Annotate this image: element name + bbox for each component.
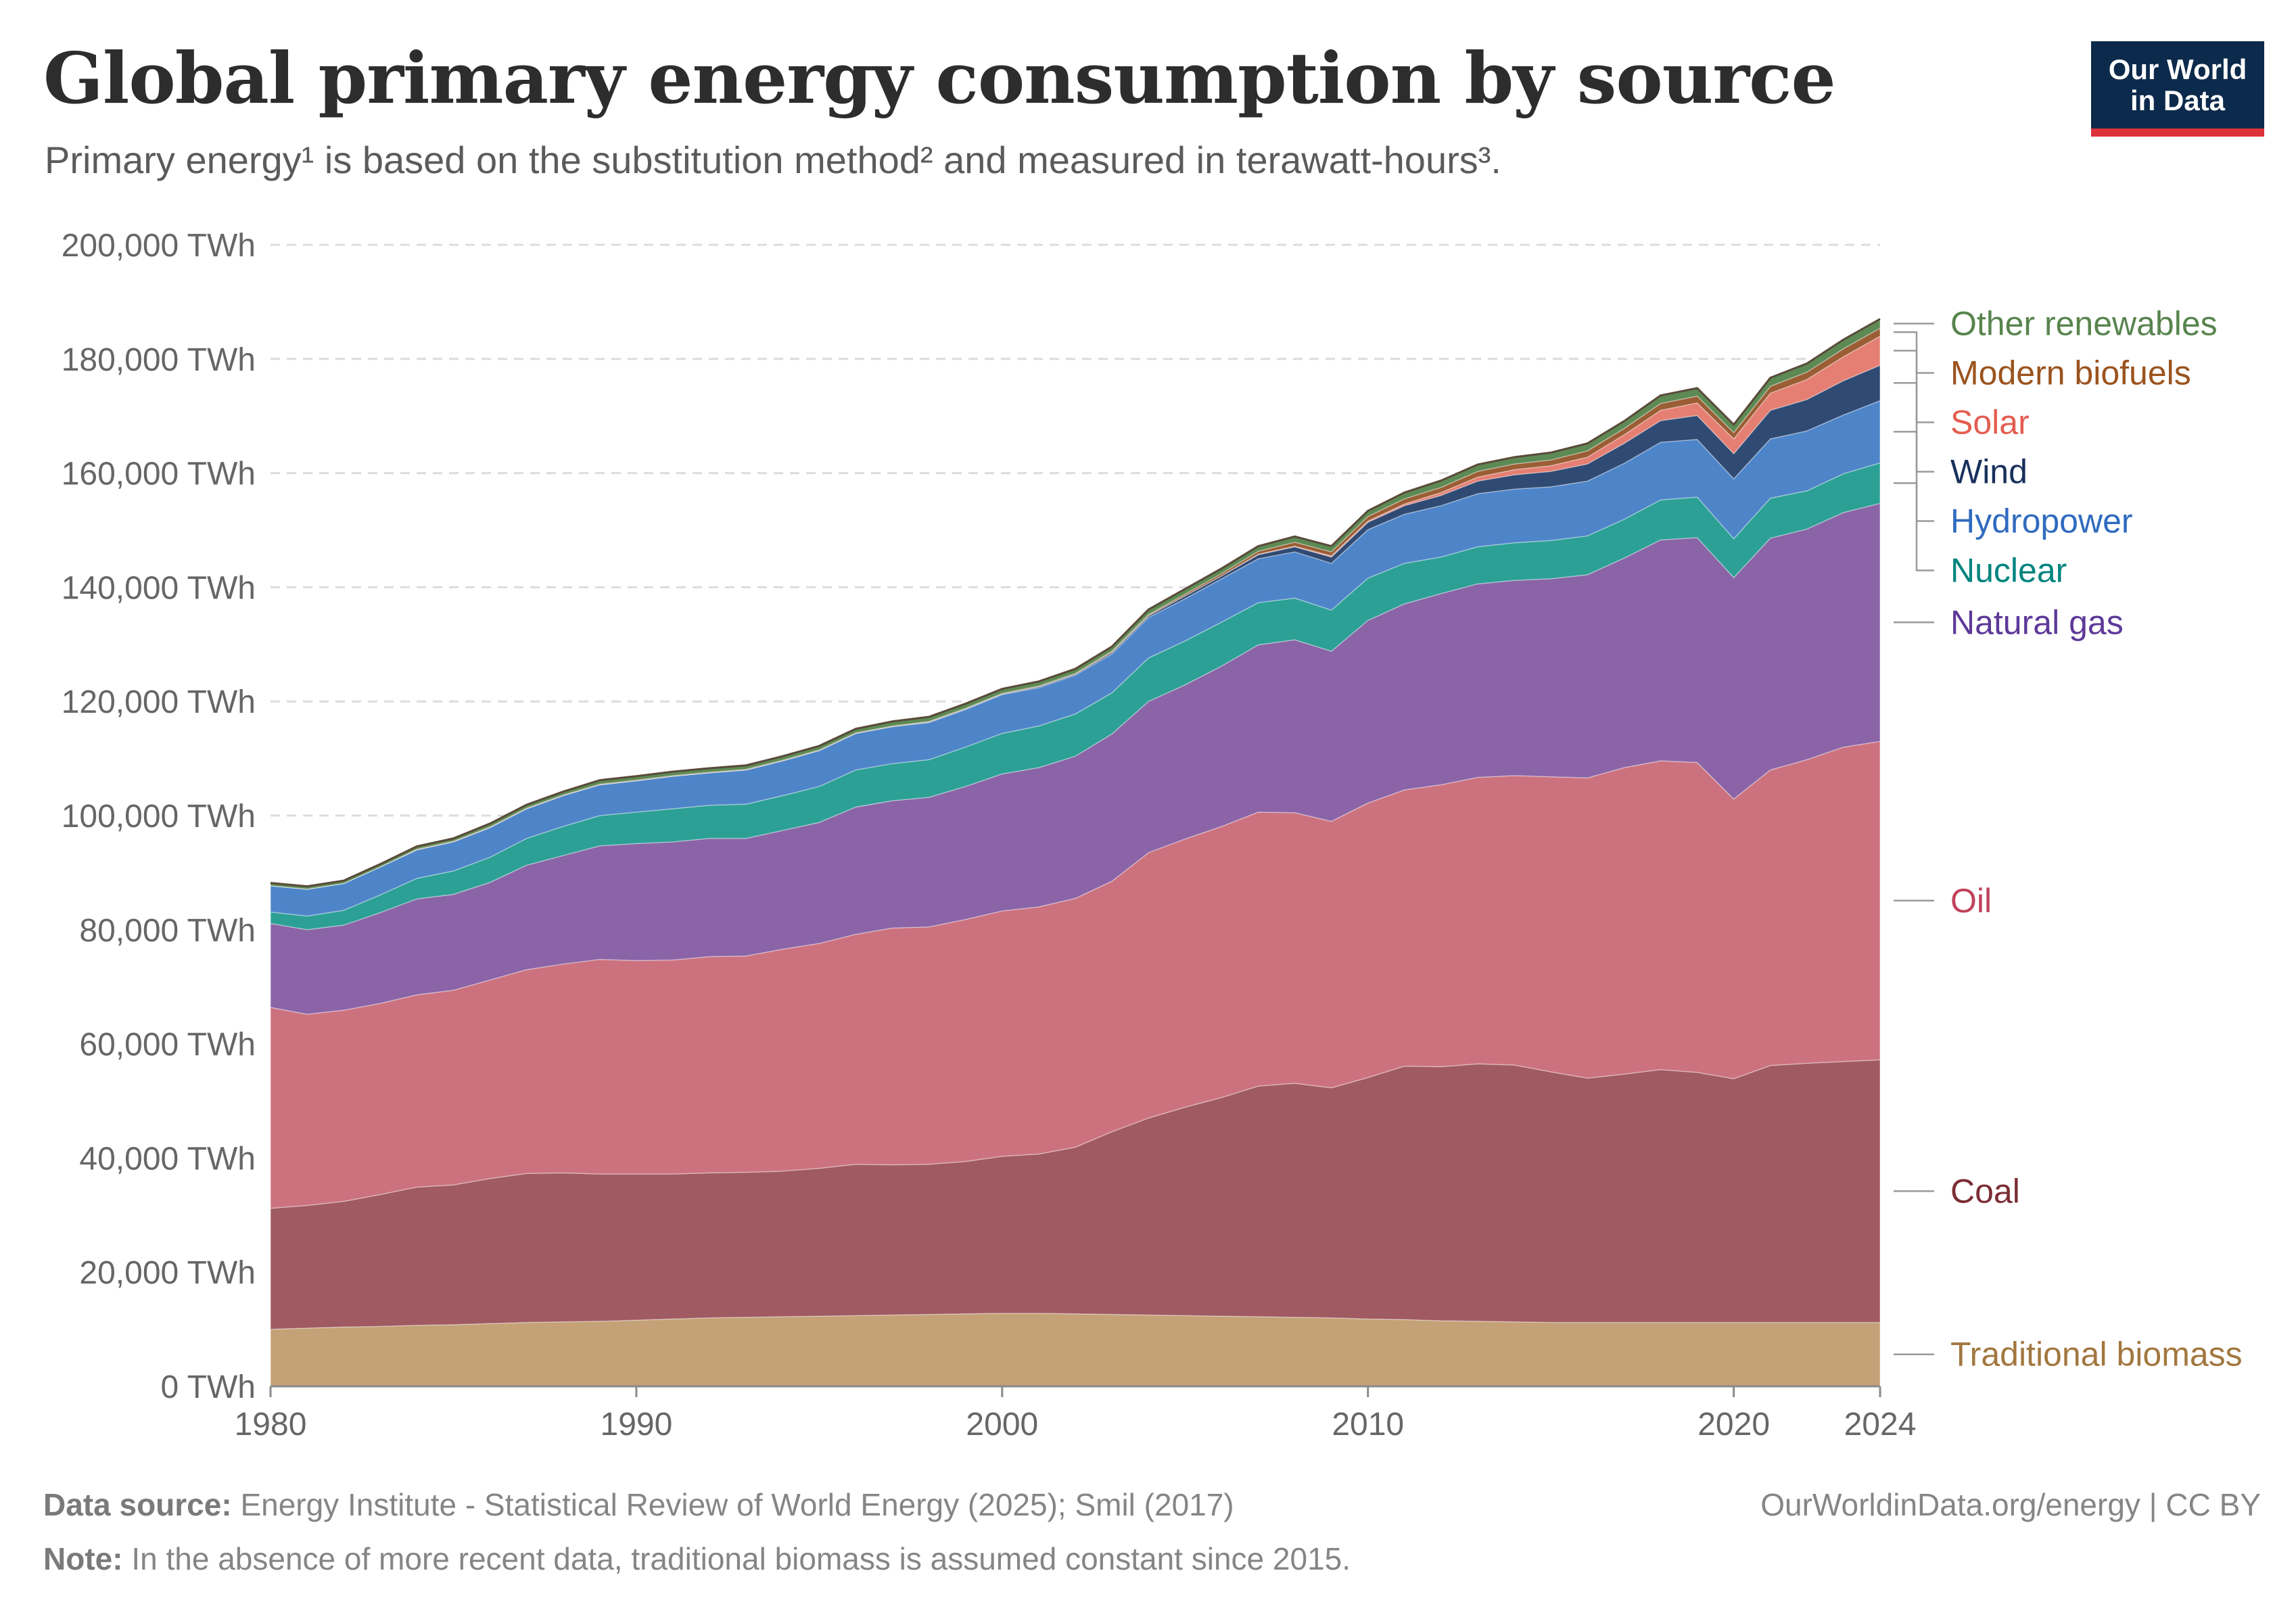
- chart-subtitle: Primary energy¹ is based on the substitu…: [45, 139, 1501, 181]
- logo-line-2: in Data: [2130, 84, 2225, 116]
- area-series: [270, 318, 1881, 1387]
- label-leader-line: [1894, 350, 1934, 423]
- y-tick-label: 140,000 TWh: [62, 570, 256, 606]
- y-tick-label: 60,000 TWh: [79, 1027, 256, 1063]
- logo-line-1: Our World: [2108, 53, 2247, 85]
- axes: 0 TWh 20,000 TWh 40,000 TWh 60,000 TWh 80,00…: [62, 228, 1917, 1442]
- area-nuclear[interactable]: [270, 462, 1881, 931]
- note-label: Note:: [43, 1541, 123, 1576]
- owid-logo[interactable]: Our World in Data: [2091, 41, 2264, 137]
- series-label-natural-gas[interactable]: Natural gas: [1950, 603, 2124, 641]
- source-text: Energy Institute - Statistical Review of…: [240, 1487, 1234, 1522]
- y-tick-label: 180,000 TWh: [62, 342, 256, 378]
- x-tick-label: 1990: [601, 1407, 673, 1442]
- series-label-solar[interactable]: Solar: [1950, 403, 2030, 441]
- x-tick-label: 2024: [1844, 1407, 1917, 1442]
- x-tick-label: 2010: [1332, 1407, 1404, 1442]
- series-label-wind[interactable]: Wind: [1950, 452, 2028, 490]
- series-label-oil[interactable]: Oil: [1950, 882, 1992, 920]
- source-url-link[interactable]: OurWorldinData.org/energy | CC BY: [1760, 1487, 2261, 1522]
- y-tick-label: 80,000 TWh: [79, 913, 256, 949]
- source-label: Data source:: [43, 1487, 232, 1522]
- series-labels: Traditional biomass Coal Oil Natural gas Nuc…: [1894, 304, 2243, 1373]
- series-label-traditional-biomass[interactable]: Traditional biomass: [1950, 1336, 2243, 1373]
- note-text: In the absence of more recent data, trad…: [131, 1541, 1351, 1576]
- y-tick-label: 40,000 TWh: [79, 1141, 256, 1177]
- series-label-nuclear[interactable]: Nuclear: [1950, 551, 2067, 589]
- y-tick-label: 160,000 TWh: [62, 456, 256, 492]
- label-leader-line: [1894, 431, 1934, 522]
- x-tick-label: 1980: [235, 1407, 307, 1442]
- x-tick-label: 2020: [1697, 1407, 1770, 1442]
- y-tick-label: 0 TWh: [161, 1369, 256, 1405]
- series-label-hydropower[interactable]: Hydropower: [1950, 502, 2133, 540]
- note-footer: Note: In the absence of more recent data…: [43, 1541, 1351, 1577]
- label-leader-line: [1894, 331, 1934, 374]
- label-leader-line: [1894, 482, 1934, 571]
- y-tick-label: 100,000 TWh: [62, 799, 256, 835]
- x-tick-label: 2000: [966, 1407, 1038, 1442]
- area-oil[interactable]: [270, 741, 1881, 1209]
- data-source-footer: Data source: Energy Institute - Statisti…: [43, 1486, 1234, 1523]
- y-tick-label: 200,000 TWh: [62, 228, 256, 264]
- series-label-other-renewables[interactable]: Other renewables: [1950, 304, 2218, 342]
- chart-title: Global primary energy consumption by sou…: [43, 37, 1836, 120]
- label-leader-line: [1894, 381, 1934, 473]
- area-traditional-biomass[interactable]: [270, 1313, 1881, 1387]
- series-label-modern-biofuels[interactable]: Modern biofuels: [1950, 354, 2191, 392]
- y-tick-label: 120,000 TWh: [62, 684, 256, 720]
- area-natural-gas[interactable]: [270, 502, 1881, 1015]
- stack-top-outline: [270, 318, 1881, 888]
- series-label-coal[interactable]: Coal: [1950, 1172, 2020, 1210]
- y-tick-label: 20,000 TWh: [79, 1255, 256, 1291]
